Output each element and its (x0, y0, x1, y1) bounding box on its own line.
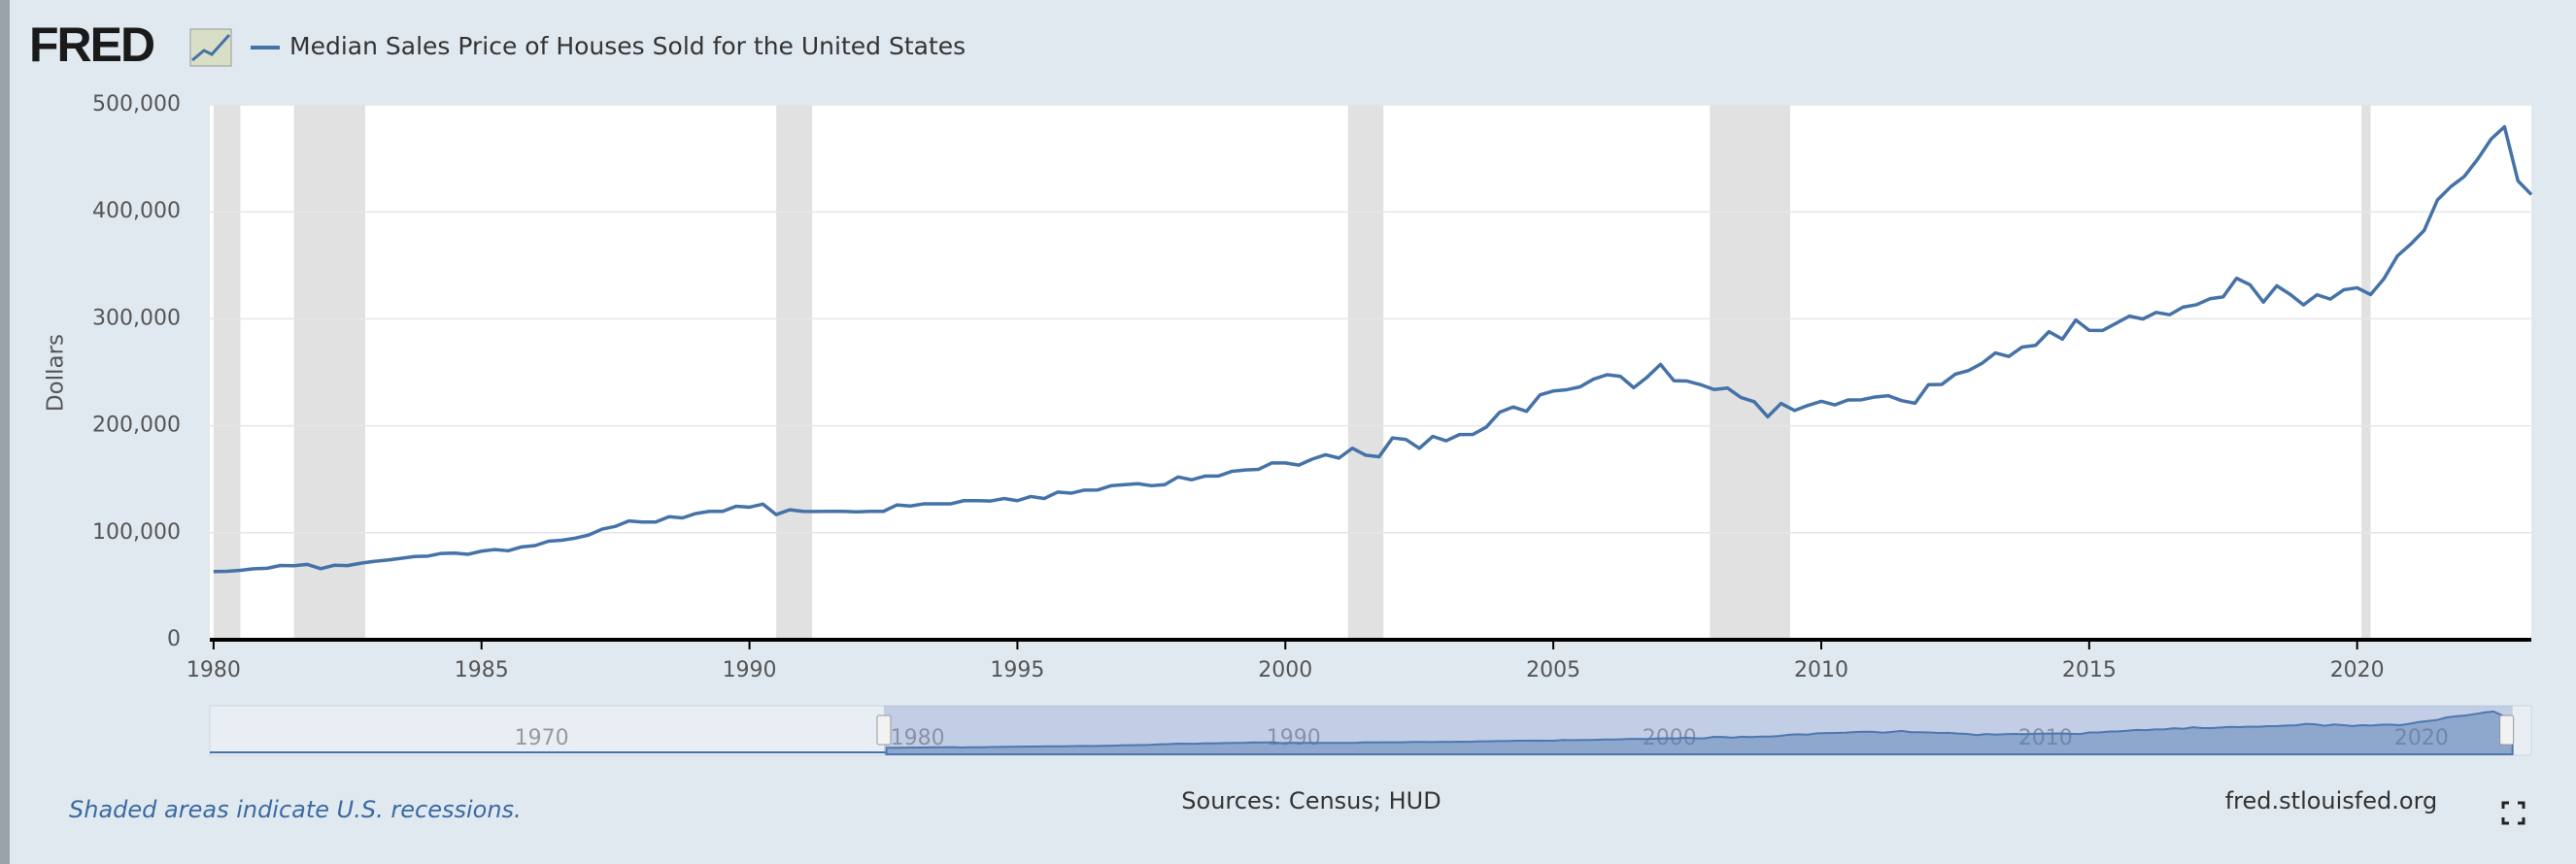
recession-band (2361, 105, 2371, 640)
navigator-handle[interactable] (876, 714, 892, 746)
recession-band (293, 105, 365, 640)
x-tick-label: 1985 (455, 658, 509, 682)
recession-band (1710, 105, 1790, 640)
y-tick-label: 500,000 (92, 92, 181, 116)
x-tick-label: 2005 (1526, 658, 1580, 682)
data-line (213, 124, 2533, 574)
x-tick-label: 1980 (186, 658, 241, 682)
left-edge (0, 0, 10, 864)
y-tick-label: 200,000 (92, 414, 181, 438)
legend-title: Median Sales Price of Houses Sold for th… (289, 32, 966, 60)
navigator-tick-label: 1970 (515, 726, 569, 750)
recession-note: Shaded areas indicate U.S. recessions. (69, 796, 522, 823)
x-tick-label: 2010 (1794, 658, 1848, 682)
y-tick-label: 0 (167, 627, 181, 651)
navigator-tick-label: 1990 (1267, 726, 1321, 750)
navigator-handle[interactable] (2499, 714, 2515, 746)
navigator-area (885, 710, 2514, 755)
fullscreen-icon[interactable] (2501, 801, 2525, 825)
navigator-tick-label: 2010 (2018, 726, 2073, 750)
recession-band (1347, 105, 1384, 640)
recession-band (776, 105, 813, 640)
x-tick-label: 2020 (2330, 658, 2385, 682)
x-tick-label: 2015 (2062, 658, 2117, 682)
source: Sources: Census; HUD (1181, 787, 1441, 814)
x-tick-label: 1990 (723, 658, 777, 682)
y-tick-label: 300,000 (92, 306, 181, 330)
navigator-tick-label: 2020 (2394, 726, 2449, 750)
y-tick-label: 100,000 (92, 520, 181, 545)
recession-band (213, 105, 241, 640)
logo[interactable]: FRED (29, 17, 156, 72)
y-axis-label: Dollars (44, 334, 69, 412)
y-tick-label: 400,000 (92, 199, 181, 223)
logo-icon (189, 28, 232, 67)
site-link[interactable]: fred.stlouisfed.org (2225, 787, 2438, 814)
navigator-selection (883, 706, 2513, 755)
x-tick-label: 2000 (1258, 658, 1312, 682)
x-tick-label: 1995 (990, 658, 1044, 682)
